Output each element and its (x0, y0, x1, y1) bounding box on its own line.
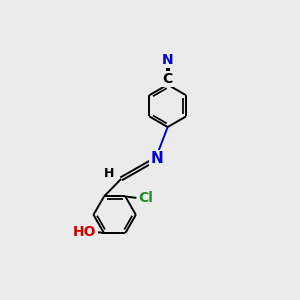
Text: N: N (151, 151, 164, 166)
Text: Cl: Cl (138, 191, 153, 205)
Text: HO: HO (73, 225, 97, 239)
Text: N: N (162, 52, 173, 67)
Text: H: H (103, 167, 114, 180)
Text: C: C (163, 72, 173, 86)
